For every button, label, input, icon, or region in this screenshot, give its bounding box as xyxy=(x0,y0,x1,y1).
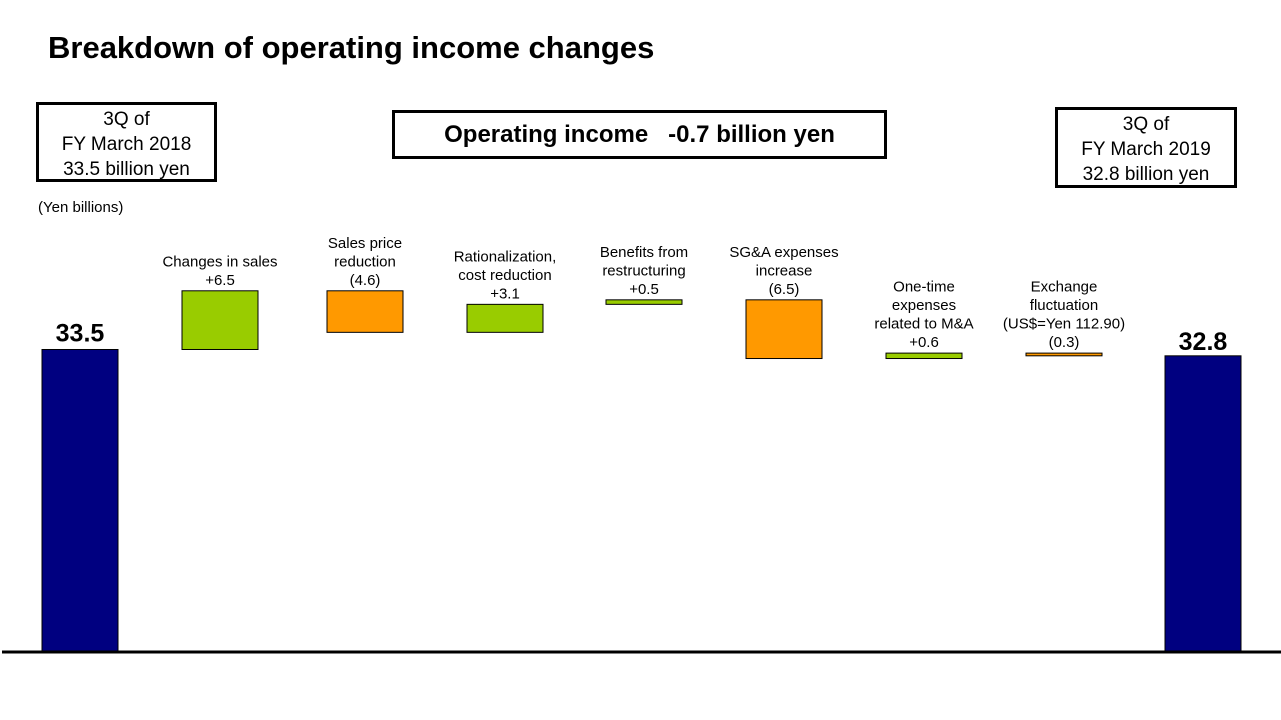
decrease-bar xyxy=(745,299,823,360)
step-label-line: Exchange xyxy=(1031,279,1098,296)
step-label-line: +0.5 xyxy=(629,281,659,298)
step-label-line: Rationalization, xyxy=(454,248,557,265)
step-label-line: (6.5) xyxy=(769,281,800,298)
step-label-line: cost reduction xyxy=(458,267,551,284)
increase-bar xyxy=(885,352,963,360)
step-label-line: (4.6) xyxy=(350,272,381,289)
step-label-line: Changes in sales xyxy=(162,253,277,270)
step-label-line: +0.6 xyxy=(909,334,939,351)
end-total-bar xyxy=(1164,355,1242,653)
start-period-line: 33.5 billion yen xyxy=(63,159,190,180)
step-label-line: +3.1 xyxy=(490,285,520,302)
step-label-line: fluctuation xyxy=(1030,297,1098,314)
step-label-line: Sales price xyxy=(328,235,402,252)
step-label-line: increase xyxy=(756,262,813,279)
end-period-box: 3Q of FY March 2019 32.8 billion yen xyxy=(1055,107,1237,188)
decrease-bar xyxy=(1025,352,1103,357)
operating-income-summary-text: Operating income -0.7 billion yen xyxy=(444,121,835,148)
end-period-line: FY March 2019 xyxy=(1081,139,1211,160)
units-note: (Yen billions) xyxy=(38,199,124,216)
end-total-value-label: 32.8 xyxy=(1179,328,1228,356)
decrease-bar xyxy=(326,290,404,333)
increase-bar xyxy=(181,290,259,350)
increase-bar xyxy=(605,299,683,305)
start-period-line: 3Q of xyxy=(103,109,150,130)
start-total-value-label: 33.5 xyxy=(56,319,105,347)
operating-income-summary-box: Operating income -0.7 billion yen xyxy=(392,110,887,159)
page-title: Breakdown of operating income changes xyxy=(48,30,655,65)
step-label-line: related to M&A xyxy=(874,316,973,333)
step-label-line: SG&A expenses xyxy=(729,244,838,261)
start-period-box: 3Q of FY March 2018 33.5 billion yen xyxy=(36,102,217,182)
step-label-line: One-time xyxy=(893,279,955,296)
step-label-line: reduction xyxy=(334,253,396,270)
step-label-line: restructuring xyxy=(602,262,685,279)
end-period-line: 3Q of xyxy=(1122,114,1170,135)
end-period-line: 32.8 billion yen xyxy=(1082,164,1210,185)
step-label-line: (0.3) xyxy=(1049,334,1080,351)
step-label-line: Benefits from xyxy=(600,244,688,261)
start-period-line: FY March 2018 xyxy=(61,134,192,155)
step-label-line: (US$=Yen 112.90) xyxy=(1003,316,1125,333)
step-label-line: expenses xyxy=(892,297,956,314)
increase-bar xyxy=(466,303,544,333)
step-label-line: +6.5 xyxy=(205,272,235,289)
start-total-bar xyxy=(41,348,119,653)
